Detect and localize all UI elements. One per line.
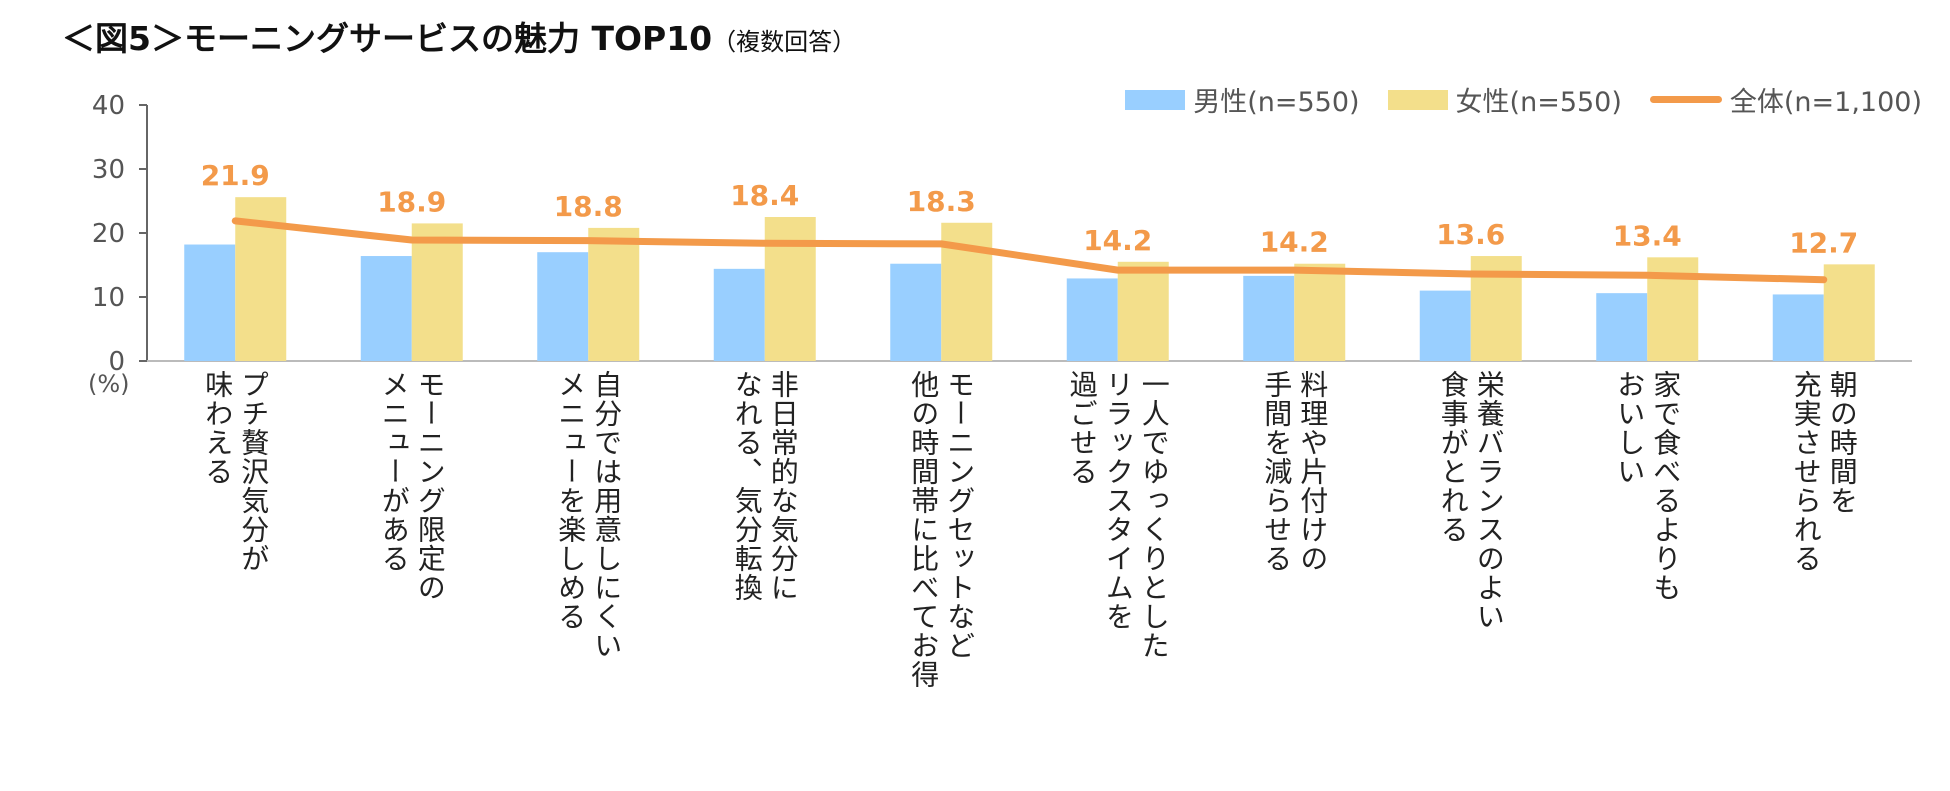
point-total-3 [763, 242, 766, 245]
chart-title-sub: （複数回答） [712, 28, 857, 56]
legend-swatch-male [1125, 89, 1186, 110]
point-total-7 [1469, 272, 1472, 275]
point-total-1 [410, 239, 413, 242]
legend-swatch-total [1649, 96, 1722, 103]
bar-male-7 [1419, 290, 1471, 361]
legend-item-female: 女性(n=550) [1387, 80, 1622, 119]
point-total-4 [940, 242, 943, 245]
bar-male-4 [890, 263, 942, 361]
data-label-total-9: 12.7 [1789, 226, 1858, 259]
category-label-0: プチ贅沢気分が 味わえる [201, 370, 271, 573]
bar-male-3 [713, 268, 765, 361]
y-axis-unit: (%) [88, 370, 130, 398]
category-label-2: 自分では用意しにくい メニューを楽しめる [554, 370, 624, 660]
y-tick-label-4: 40 [92, 91, 125, 121]
y-tick-label-3: 30 [92, 155, 125, 185]
category-label-9: 朝の時間を 充実させられる [1789, 370, 1859, 573]
data-label-total-5: 14.2 [1083, 224, 1152, 257]
category-label-5: 一人でゆっくりとした リラックスタイムを 過ごせる [1065, 370, 1171, 660]
data-label-total-0: 21.9 [201, 159, 270, 192]
bar-female-3 [764, 217, 816, 361]
category-label-7: 栄養バランスのよい 食事がとれる [1436, 370, 1506, 631]
category-label-4: モーニングセットなど 他の時間帯に比べてお得 [907, 370, 977, 689]
legend-item-male: 男性(n=550) [1125, 80, 1360, 119]
bar-male-5 [1066, 278, 1118, 361]
bar-female-2 [588, 227, 640, 361]
chart-legend: 男性(n=550) 女性(n=550) 全体(n=1,100) [1125, 80, 1922, 119]
data-label-total-2: 18.8 [554, 190, 623, 223]
bar-male-8 [1596, 293, 1648, 361]
bar-female-5 [1117, 261, 1169, 361]
data-label-total-1: 18.9 [377, 185, 446, 218]
legend-label-male: 男性(n=550) [1193, 87, 1360, 118]
category-label-6: 料理や片付けの 手間を減らせる [1260, 370, 1330, 573]
series-line-total [231, 217, 1828, 284]
chart-title: ＜図5＞モーニングサービスの魅力 TOP10（複数回答） [62, 12, 856, 60]
point-total-6 [1293, 269, 1296, 272]
category-label-8: 家で食べるよりも おいしい [1613, 370, 1683, 602]
category-label-3: 非日常的な気分に なれる、気分転換 [730, 370, 800, 602]
bar-female-9 [1823, 264, 1875, 361]
bar-female-6 [1294, 263, 1346, 361]
point-total-0 [234, 219, 237, 222]
y-tick-label-2: 20 [92, 219, 125, 249]
data-label-total-4: 18.3 [907, 185, 976, 218]
category-label-1: モーニング限定の メニューがある [377, 370, 447, 602]
bar-male-2 [537, 252, 589, 361]
bar-male-0 [184, 244, 236, 361]
data-label-total-8: 13.4 [1613, 219, 1682, 252]
point-total-2 [587, 239, 590, 242]
legend-label-female: 女性(n=550) [1455, 87, 1622, 118]
point-total-9 [1822, 278, 1825, 281]
point-total-8 [1646, 274, 1649, 277]
legend-label-total: 全体(n=1,100) [1729, 87, 1922, 118]
bar-male-9 [1772, 294, 1824, 361]
legend-item-total: 全体(n=1,100) [1649, 80, 1922, 119]
bar-male-6 [1243, 275, 1295, 361]
legend-swatch-female [1387, 89, 1448, 110]
data-label-total-3: 18.4 [730, 179, 799, 212]
point-total-5 [1116, 269, 1119, 272]
y-tick-label-1: 10 [92, 283, 125, 313]
y-tick-label-0: 0 [108, 347, 125, 377]
chart-title-main: ＜図5＞モーニングサービスの魅力 TOP10 [62, 19, 713, 58]
data-label-total-7: 13.6 [1436, 218, 1505, 251]
data-label-total-6: 14.2 [1260, 226, 1329, 259]
bar-male-1 [360, 256, 412, 361]
bar-female-1 [411, 223, 463, 361]
